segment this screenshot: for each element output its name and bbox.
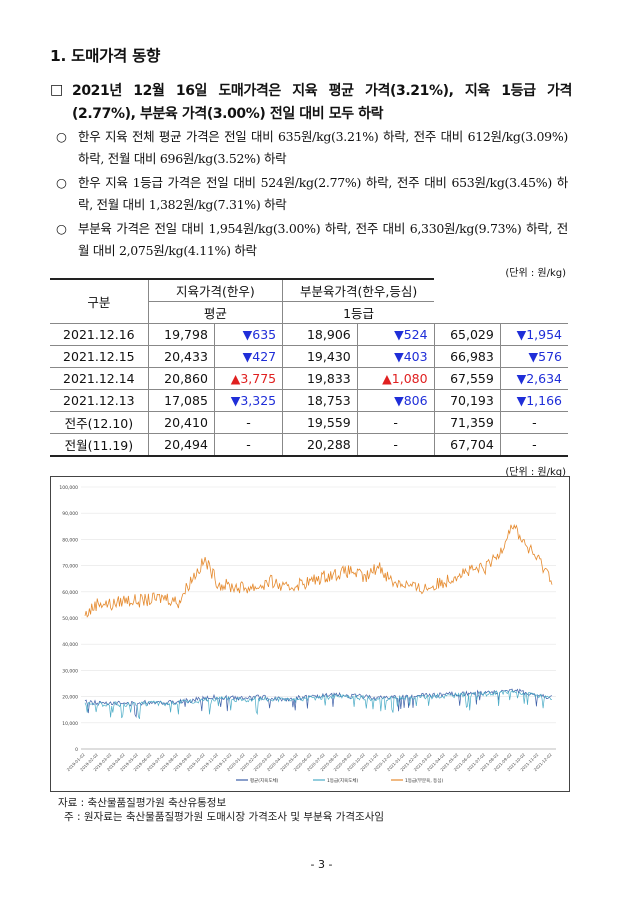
row-date: 2021.12.16 [50,323,149,346]
grade1-price: 19,430 [282,345,358,368]
grade1-change: ▼403 [356,345,435,368]
point-bullet: ○ [56,221,67,236]
avg-change: - [213,433,284,457]
grade1-change: - [356,411,435,434]
section-heading: 1. 도매가격 동향 [50,47,161,65]
row-date: 2021.12.14 [50,367,149,390]
avg-price: 17,085 [147,389,215,412]
price-chart: 100,000 90,000 80,000 70,000 60,000 50,000 40,… [50,476,570,792]
y-tick-label: 20,000 [62,695,78,701]
page-number: - 3 - [310,858,333,871]
source-note: 자료 : 축산물품질평가원 축산유통정보 [58,797,227,809]
bubun-price: 71,359 [433,411,501,434]
header-avg: 평균 [148,301,284,324]
price-table: 구분 지육가격(한우) 부분육가격(한우,등심) 평균 1등급 2021.12.… [50,278,568,457]
table-row: 2021.12.13 17,085 ▼3,325 18,753 ▼806 70,193 ▼1… [50,389,568,412]
grade1-price: 19,833 [282,367,358,390]
grade1-change: ▲1,080 [356,367,435,390]
header-bubun: 부분육가격(한우,등심) [282,278,435,302]
bubun-change: ▼576 [499,345,568,368]
table-row: 전월(11.19) 20,494-20,288-67,704- [50,433,568,457]
avg-price: 20,410 [147,411,215,434]
point-text: 한우 지육 전체 평균 가격은 전일 대비 635원/kg(3.21%) 하락,… [78,129,568,166]
avg-change: ▼3,325 [213,389,284,412]
legend-label: 1등급(지육도체) [327,777,358,784]
legend-label: 1등급(부분육, 등심) [405,777,443,784]
table-row: 2021.12.16 19,798 ▼635 18,906 ▼524 65,029 ▼1,9… [50,323,568,346]
series-line [84,523,553,618]
bubun-price: 70,193 [433,389,501,412]
row-date: 전주(12.10) [50,411,149,434]
grade1-price: 18,906 [282,323,358,346]
bubun-price: 67,704 [433,433,501,457]
header-gubun: 구분 [50,278,149,324]
y-tick-label: 40,000 [62,642,78,648]
grade1-price: 20,288 [282,433,358,457]
point-text: 한우 지육 1등급 가격은 전일 대비 524원/kg(2.77%) 하락, 전… [78,175,568,212]
grade1-price: 18,753 [282,389,358,412]
y-tick-label: 100,000 [59,485,78,491]
point-text: 부분육 가격은 전일 대비 1,954원/kg(3.00%) 하락, 전주 대비… [78,221,568,258]
bubun-change: - [499,433,568,457]
bubun-change: ▼2,634 [499,367,568,390]
footnote: 주 : 원자료는 축산물품질평가원 도매시장 가격조사 및 부분육 가격조사임 [64,811,385,823]
table-row: 전주(12.10) 20,410-19,559-71,359- [50,411,568,434]
y-tick-label: 70,000 [62,564,78,570]
bubun-change: ▼1,166 [499,389,568,412]
bubun-change: ▼1,954 [499,323,568,346]
bubun-price: 67,559 [433,367,501,390]
avg-price: 20,860 [147,367,215,390]
avg-price: 20,433 [147,345,215,368]
header-jiyuk: 지육가격(한우) [147,278,284,302]
table-row: 2021.12.15 20,433 ▼427 19,430 ▼403 66,983 ▼576 [50,345,568,368]
bubun-price: 65,029 [433,323,501,346]
row-date: 2021.12.13 [50,389,149,412]
grade1-change: ▼806 [356,389,435,412]
bubun-change: - [499,411,568,434]
y-tick-label: 30,000 [62,668,78,674]
row-date: 전월(11.19) [50,433,149,457]
series-line [84,690,553,719]
grade1-change: - [356,433,435,457]
point-bullet: ○ [56,129,67,144]
avg-change: ▲3,775 [213,367,284,390]
legend-label: 평균(지육도체) [250,777,279,784]
line-chart: 100,000 90,000 80,000 70,000 60,000 50,000 40,… [59,485,556,784]
y-tick-label: 80,000 [62,537,78,543]
y-tick-label: 0 [75,747,78,753]
row-date: 2021.12.15 [50,345,149,368]
table-row: 2021.12.14 20,860 ▲3,775 19,833 ▲1,080 67,559… [50,367,568,390]
header-grade1: 1등급 [282,301,435,324]
y-tick-label: 50,000 [62,616,78,622]
summary-text: 2021년 12월 16일 도매가격은 지육 평균 가격(3.21%), 지육 … [72,83,572,122]
point-bullet: ○ [56,175,67,190]
avg-price: 20,494 [147,433,215,457]
y-tick-label: 10,000 [62,721,78,727]
avg-change: ▼427 [213,345,284,368]
chart-unit: (단위 : 원/kg) [505,467,566,478]
bubun-price: 66,983 [433,345,501,368]
avg-change: ▼635 [213,323,284,346]
grade1-price: 19,559 [282,411,358,434]
grade1-change: ▼524 [356,323,435,346]
table-unit: (단위 : 원/kg) [505,268,566,279]
summary-bullet: □ [50,82,64,98]
y-tick-label: 60,000 [62,590,78,596]
avg-price: 19,798 [147,323,215,346]
y-tick-label: 90,000 [62,511,78,517]
avg-change: - [213,411,284,434]
